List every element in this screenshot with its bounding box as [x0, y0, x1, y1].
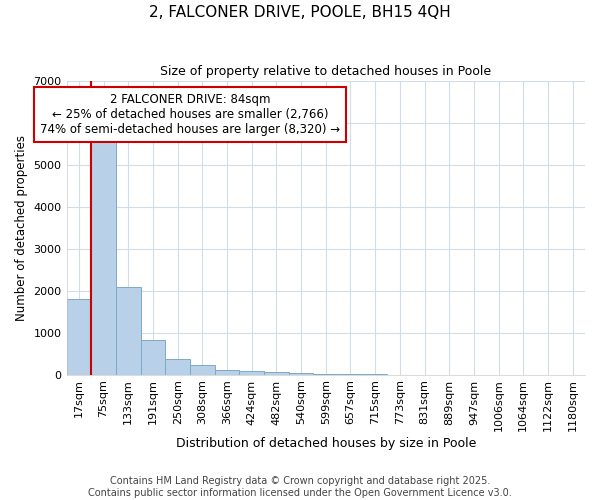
Bar [116, 287, 140, 374]
Bar [239, 372, 264, 374]
Bar [140, 340, 165, 374]
X-axis label: Distribution of detached houses by size in Poole: Distribution of detached houses by size … [176, 437, 476, 450]
Bar [165, 360, 190, 374]
Bar [67, 299, 91, 374]
Text: 2 FALCONER DRIVE: 84sqm
← 25% of detached houses are smaller (2,766)
74% of semi: 2 FALCONER DRIVE: 84sqm ← 25% of detache… [40, 93, 340, 136]
Text: 2, FALCONER DRIVE, POOLE, BH15 4QH: 2, FALCONER DRIVE, POOLE, BH15 4QH [149, 5, 451, 20]
Bar [190, 366, 215, 374]
Title: Size of property relative to detached houses in Poole: Size of property relative to detached ho… [160, 65, 491, 78]
Bar [215, 370, 239, 374]
Text: Contains HM Land Registry data © Crown copyright and database right 2025.
Contai: Contains HM Land Registry data © Crown c… [88, 476, 512, 498]
Bar [264, 372, 289, 374]
Bar [91, 130, 116, 374]
Y-axis label: Number of detached properties: Number of detached properties [15, 134, 28, 320]
